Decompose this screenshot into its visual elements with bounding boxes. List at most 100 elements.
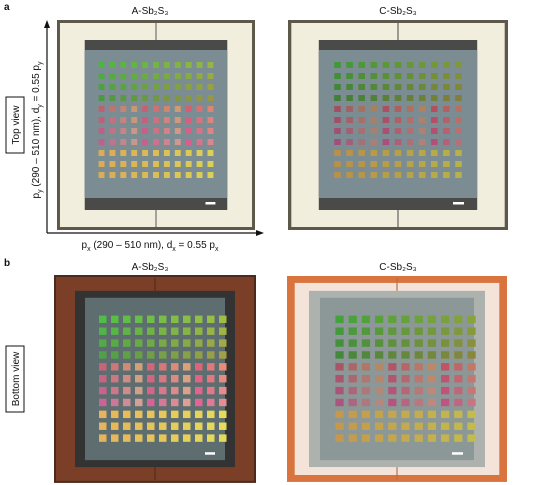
pattern-square bbox=[120, 62, 127, 68]
pattern-square bbox=[207, 363, 215, 371]
pattern-square bbox=[346, 84, 353, 90]
pattern-square bbox=[375, 375, 384, 383]
pattern-square bbox=[394, 117, 402, 123]
pattern-square bbox=[443, 172, 450, 178]
pattern-square bbox=[142, 172, 149, 178]
pattern-square bbox=[388, 434, 397, 442]
pattern-square bbox=[370, 95, 378, 101]
micrograph bbox=[54, 275, 256, 483]
pattern-square bbox=[174, 95, 181, 101]
pattern-square bbox=[394, 84, 402, 90]
pattern-square bbox=[120, 161, 127, 167]
pattern-square bbox=[388, 363, 397, 371]
pattern-square bbox=[382, 84, 390, 90]
pattern-square bbox=[334, 62, 341, 68]
pattern-square bbox=[153, 84, 159, 90]
pattern-square bbox=[441, 339, 450, 347]
pattern-square bbox=[207, 315, 215, 324]
pattern-square bbox=[147, 410, 155, 419]
pattern-square bbox=[153, 62, 159, 68]
arrowhead bbox=[256, 230, 264, 236]
pattern-square bbox=[455, 161, 462, 167]
pattern-square bbox=[171, 386, 179, 395]
pattern-square bbox=[183, 386, 191, 395]
pattern-square bbox=[427, 375, 437, 383]
label-part: p bbox=[82, 240, 88, 251]
pattern-square bbox=[414, 351, 423, 359]
label-part: = 0.55 p bbox=[176, 240, 216, 251]
pattern-square bbox=[163, 106, 170, 112]
pattern-square bbox=[443, 84, 450, 90]
pattern-square bbox=[142, 95, 149, 101]
pattern-square bbox=[207, 161, 214, 167]
pattern-square bbox=[123, 434, 131, 442]
pattern-square bbox=[147, 327, 155, 335]
pattern-square bbox=[171, 351, 179, 359]
pattern-square bbox=[135, 327, 143, 335]
pattern-square bbox=[195, 375, 203, 383]
pattern-square bbox=[401, 386, 410, 395]
pattern-square bbox=[219, 422, 227, 430]
pattern-square bbox=[142, 150, 149, 156]
pattern-square bbox=[348, 398, 357, 407]
pattern-square bbox=[346, 62, 353, 68]
pattern-square bbox=[401, 327, 410, 335]
pattern-square bbox=[441, 363, 450, 371]
pattern-square bbox=[109, 139, 116, 145]
pattern-square bbox=[207, 117, 214, 123]
pattern-square bbox=[207, 62, 214, 68]
pattern-square bbox=[418, 150, 426, 156]
pattern-square bbox=[111, 351, 119, 359]
pattern-square bbox=[99, 434, 107, 442]
pattern-square bbox=[394, 128, 402, 134]
pattern-square bbox=[171, 422, 179, 430]
pattern-square bbox=[123, 410, 131, 419]
pattern-square bbox=[185, 172, 192, 178]
pattern-square bbox=[185, 84, 192, 90]
pattern-square bbox=[455, 139, 462, 145]
pattern-square bbox=[98, 84, 105, 90]
pattern-square bbox=[219, 315, 227, 324]
pattern-square bbox=[358, 128, 365, 134]
pattern-square bbox=[159, 351, 167, 359]
pattern-square bbox=[196, 139, 203, 145]
pattern-square bbox=[348, 375, 357, 383]
pattern-square bbox=[467, 351, 476, 359]
pattern-square bbox=[427, 410, 437, 419]
pattern-square bbox=[335, 410, 344, 419]
scale-bar bbox=[452, 452, 463, 455]
pattern-square bbox=[375, 410, 384, 419]
pattern-square bbox=[163, 73, 170, 79]
pattern-square bbox=[147, 375, 155, 383]
pattern-square bbox=[98, 172, 105, 178]
pattern-square bbox=[431, 161, 438, 167]
pattern-square bbox=[431, 84, 438, 90]
arrowhead bbox=[44, 20, 50, 28]
pattern-square bbox=[196, 95, 203, 101]
pattern-square bbox=[346, 161, 353, 167]
pattern-square bbox=[394, 150, 402, 156]
pattern-square bbox=[163, 161, 170, 167]
subscript: x bbox=[172, 246, 176, 253]
pattern-square bbox=[196, 161, 203, 167]
pattern-square bbox=[375, 422, 384, 430]
pattern-square bbox=[111, 375, 119, 383]
pattern-square bbox=[414, 422, 423, 430]
pattern-square bbox=[370, 161, 378, 167]
pattern-square bbox=[131, 139, 138, 145]
view-box bbox=[5, 96, 25, 154]
pattern-square bbox=[131, 172, 138, 178]
pattern-square bbox=[147, 339, 155, 347]
pattern-square bbox=[335, 422, 344, 430]
pattern-square bbox=[394, 172, 402, 178]
pattern-square bbox=[401, 434, 410, 442]
pattern-square bbox=[418, 84, 426, 90]
pattern-square bbox=[382, 161, 390, 167]
pattern-square bbox=[358, 95, 365, 101]
pattern-square bbox=[443, 73, 450, 79]
pattern-square bbox=[414, 386, 423, 395]
view-label: Bottom view bbox=[11, 351, 22, 406]
pattern-square bbox=[346, 139, 353, 145]
micrograph bbox=[288, 20, 509, 230]
pattern-square bbox=[358, 62, 365, 68]
